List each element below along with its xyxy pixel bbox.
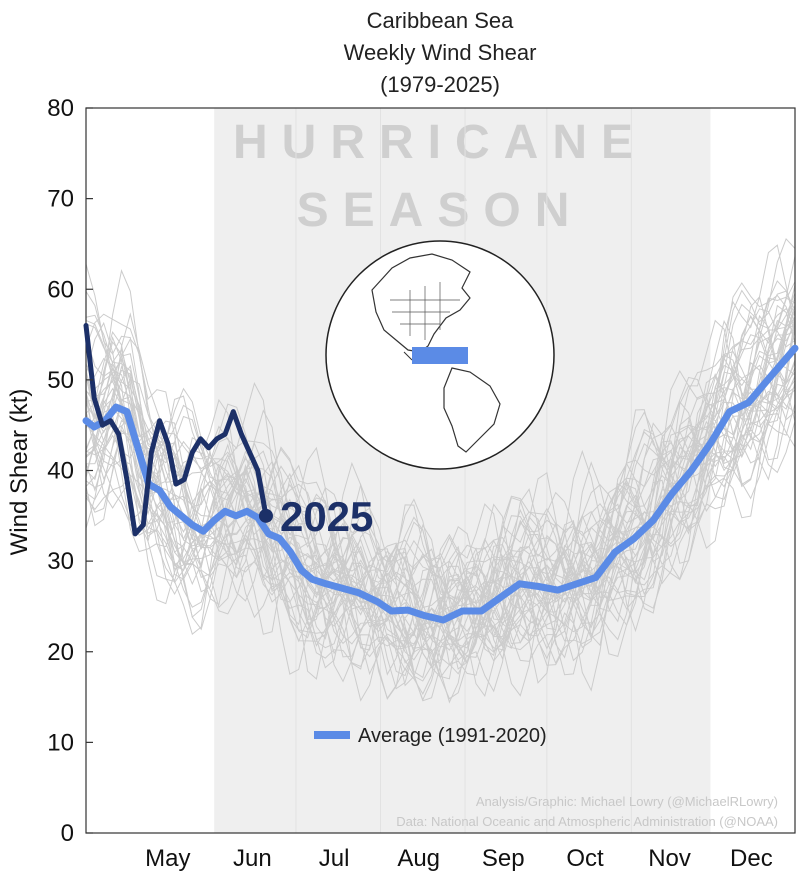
x-tick-label: Jun [233, 845, 272, 872]
x-tick-label: Nov [648, 845, 691, 872]
y-axis-label: Wind Shear (kt) [6, 389, 33, 556]
x-tick-label: Dec [730, 845, 773, 872]
y-tick-label: 70 [47, 186, 74, 213]
historical-year-line [85, 293, 796, 648]
x-tick-label: Sep [482, 845, 525, 872]
historical-year-line [85, 362, 796, 700]
hurricane-season-label-line-1: HURRICANE [233, 116, 647, 169]
north-america-outline [371, 253, 471, 353]
historical-year-line [85, 372, 796, 683]
credit-analysis: Analysis/Graphic: Michael Lowry (@Michae… [476, 794, 778, 809]
chart-title-line-2: Weekly Wind Shear [344, 40, 537, 65]
y-tick-label: 80 [47, 95, 74, 122]
y-tick-label: 30 [47, 548, 74, 575]
us-state-lines [390, 282, 460, 340]
legend: Average (1991-2020) [314, 725, 547, 747]
y-tick-label: 50 [47, 367, 74, 394]
x-tick-label: Jul [319, 845, 350, 872]
historical-year-line [85, 354, 796, 664]
y-tick-label: 0 [61, 820, 74, 847]
y-tick-label: 40 [47, 458, 74, 485]
series-average-line [82, 344, 799, 624]
historical-year-line [85, 391, 796, 658]
historical-year-line [85, 256, 796, 638]
hurricane-season-label-line-2: SEASON [297, 184, 584, 237]
south-america-outline [443, 367, 501, 453]
y-tick-label: 20 [47, 639, 74, 666]
y-tick-label: 60 [47, 276, 74, 303]
hurricane-season-shade [214, 108, 711, 833]
historical-year-line [85, 375, 796, 702]
caribbean-region-box [412, 347, 468, 364]
historical-year-line [85, 319, 796, 669]
historical-year-line [85, 318, 796, 687]
legend-label-average: Average (1991-2020) [358, 725, 547, 747]
historical-year-line [85, 237, 796, 617]
credit-data: Data: National Oceanic and Atmospheric A… [396, 814, 778, 829]
x-axis-ticks: May Jun Jul Aug Sep Oct Nov Dec [145, 845, 773, 872]
series-2025-end-label: 2025 [280, 493, 373, 540]
series-2025-end-marker [258, 508, 273, 523]
historical-year-line [85, 364, 796, 661]
globe-inset [325, 240, 555, 470]
series-2025-line [83, 323, 269, 537]
historical-year-line [85, 244, 796, 644]
historical-year-line [85, 285, 796, 664]
x-tick-label: May [145, 845, 190, 872]
chart-title-line-3: (1979-2025) [380, 72, 500, 97]
chart-title-line-1: Caribbean Sea [367, 8, 515, 33]
historical-year-line [85, 382, 796, 704]
x-tick-label: Aug [397, 845, 440, 872]
x-tick-label: Oct [566, 845, 604, 872]
y-axis-ticks: 0 10 20 30 40 50 60 70 80 [47, 95, 93, 847]
historical-year-line [85, 284, 796, 637]
y-tick-label: 10 [47, 729, 74, 756]
